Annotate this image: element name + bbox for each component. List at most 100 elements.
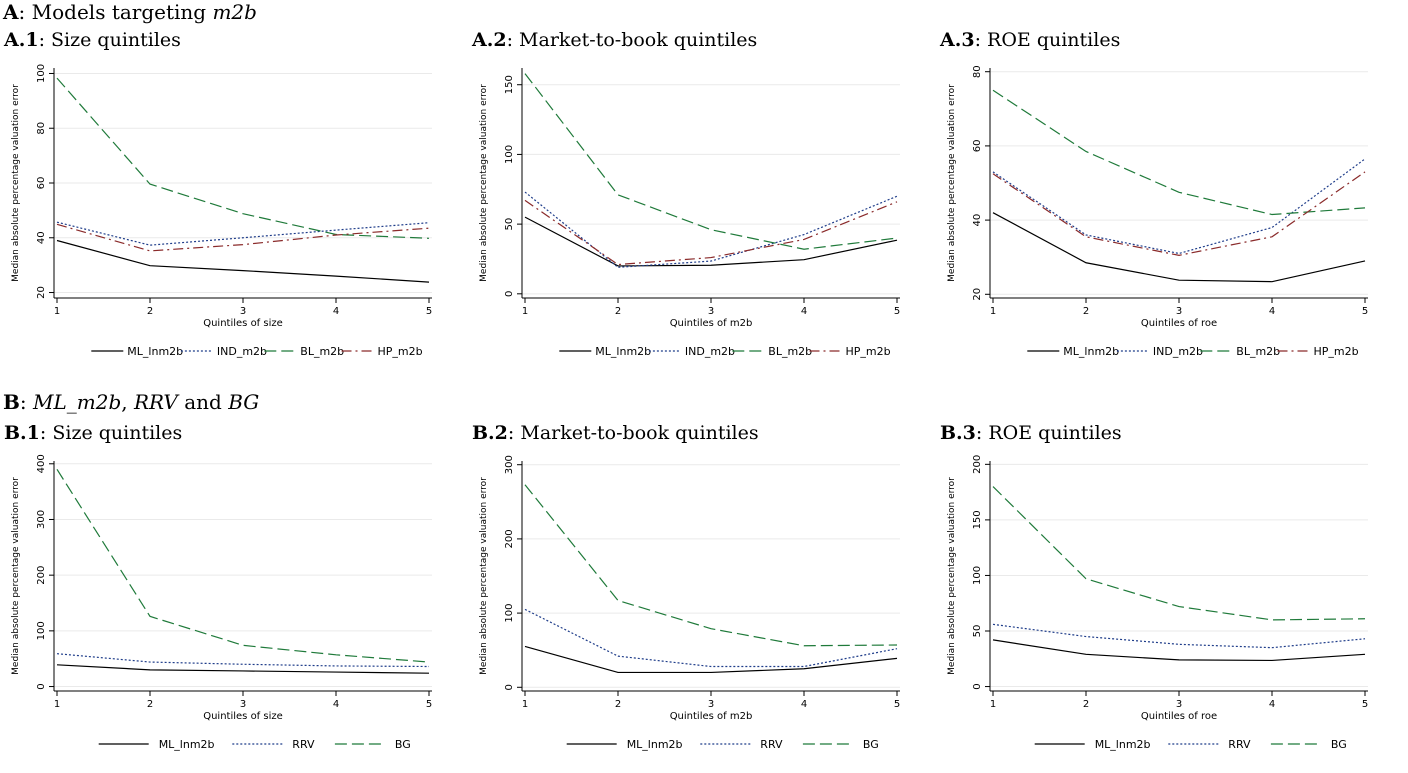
chart-b2-xtick-label-2: 3 bbox=[708, 699, 714, 710]
chart-b3-xtick-label-4: 5 bbox=[1362, 699, 1368, 710]
chart-b3-xtick-label-1: 2 bbox=[1083, 699, 1089, 710]
chart-a2-x-axis-label: Quintiles of m2b bbox=[670, 318, 753, 329]
panel-title-b3: B.3: ROE quintiles bbox=[940, 422, 1122, 444]
chart-a3-ytick-label-3: 80 bbox=[972, 65, 983, 78]
chart-a2-ytick-label-1: 50 bbox=[504, 218, 515, 231]
chart-a2: 0 50 100 150 1 2 3 4 5 Quintiles of m2b Median abs… bbox=[470, 60, 938, 370]
chart-a3-x-axis-label: Quintiles of roe bbox=[1141, 318, 1217, 329]
chart-a3-y-axis-label: Median absolute percentage valuation err… bbox=[947, 84, 957, 282]
panel-title-a3: A.3: ROE quintiles bbox=[940, 29, 1121, 51]
chart-a1-ytick-label-1: 40 bbox=[36, 231, 47, 244]
chart-a1-series-ind-m2b bbox=[56, 221, 430, 246]
chart-a3-xtick-label-3: 4 bbox=[1269, 306, 1275, 317]
chart-b2-legend-label-rrv: RRV bbox=[760, 738, 783, 751]
chart-b3-x-axis-label: Quintiles of roe bbox=[1141, 711, 1217, 722]
chart-b1-xtick-label-2: 3 bbox=[240, 699, 246, 710]
chart-a2-legend-label-hp-m2b: HP_m2b bbox=[846, 345, 891, 358]
chart-b2-xtick-label-1: 2 bbox=[615, 699, 621, 710]
chart-a1-ytick-label-3: 80 bbox=[36, 122, 47, 135]
chart-a3-ytick-label-1: 40 bbox=[972, 214, 983, 227]
chart-b3-y-axis-label: Median absolute percentage valuation err… bbox=[947, 477, 957, 675]
chart-b2-ytick-label-1: 100 bbox=[504, 604, 515, 623]
chart-a2-ytick-label-2: 100 bbox=[504, 145, 515, 164]
chart-a1-series-bl-m2b bbox=[56, 77, 430, 239]
chart-a2-series-ind-m2b bbox=[524, 191, 898, 268]
chart-b1-xtick-label-1: 2 bbox=[147, 699, 153, 710]
chart-b1-ytick-label-3: 300 bbox=[36, 510, 47, 529]
chart-a2-series-ml-lnm2b bbox=[524, 216, 898, 267]
panel-title-b2: B.2: Market-to-book quintiles bbox=[472, 422, 759, 444]
chart-a1-legend-label-ml-lnm2b: ML_lnm2b bbox=[127, 345, 183, 358]
chart-b3-legend-label-bg: BG bbox=[1331, 738, 1347, 751]
chart-b3-ytick-label-0: 0 bbox=[972, 683, 983, 689]
chart-b1-xtick-label-4: 5 bbox=[426, 699, 432, 710]
chart-b1-svg: 0 100 200 300 400 1 2 3 4 5 Quintiles of size Media… bbox=[11, 454, 432, 751]
chart-b3-xtick-label-3: 4 bbox=[1269, 699, 1275, 710]
chart-b1: 0 100 200 300 400 1 2 3 4 5 Quintiles of size Media… bbox=[2, 453, 470, 763]
chart-b1-ytick-label-1: 100 bbox=[36, 621, 47, 640]
chart-a2-series-bl-m2b bbox=[524, 73, 898, 250]
chart-a1-xtick-label-3: 4 bbox=[333, 306, 339, 317]
chart-a1: 20 40 60 80 100 1 2 3 4 5 Quintiles of size Median … bbox=[2, 60, 470, 370]
panel-title-a2: A.2: Market-to-book quintiles bbox=[472, 29, 758, 51]
chart-a1-series-hp-m2b bbox=[56, 223, 430, 252]
chart-a2-xtick-label-2: 3 bbox=[708, 306, 714, 317]
chart-b3-xtick-label-0: 1 bbox=[990, 699, 996, 710]
chart-a1-y-axis-label: Median absolute percentage valuation err… bbox=[11, 84, 21, 282]
chart-a2-ytick-label-3: 150 bbox=[504, 75, 515, 94]
chart-a1-xtick-label-1: 2 bbox=[147, 306, 153, 317]
chart-a2-xtick-label-0: 1 bbox=[522, 306, 528, 317]
chart-b2-svg: 0 100 200 300 1 2 3 4 5 Quintiles of m2b Median ab… bbox=[479, 455, 900, 751]
chart-b1-legend-label-ml-lnm2b: ML_lnm2b bbox=[159, 738, 215, 751]
chart-a3-legend-label-ind-m2b: IND_m2b bbox=[1153, 345, 1203, 358]
chart-b2: 0 100 200 300 1 2 3 4 5 Quintiles of m2b Median ab… bbox=[470, 453, 938, 763]
chart-b1-ytick-label-4: 400 bbox=[36, 454, 47, 473]
chart-b3: 0 50 100 150 200 1 2 3 4 5 Quintiles of roe Median … bbox=[938, 453, 1406, 763]
section-a-title: A: Models targeting m2b bbox=[3, 0, 257, 24]
chart-a1-ytick-label-2: 60 bbox=[36, 177, 47, 190]
chart-b2-ytick-label-2: 200 bbox=[504, 529, 515, 548]
chart-a2-xtick-label-1: 2 bbox=[615, 306, 621, 317]
chart-b1-xtick-label-0: 1 bbox=[54, 699, 60, 710]
chart-b2-series-ml-lnm2b bbox=[524, 645, 898, 674]
chart-a3-series-bl-m2b bbox=[992, 89, 1366, 216]
chart-b1-ytick-label-2: 200 bbox=[36, 566, 47, 585]
chart-a3-ytick-label-2: 60 bbox=[972, 140, 983, 153]
chart-b1-series-bg bbox=[56, 469, 430, 663]
chart-b1-legend-label-rrv: RRV bbox=[292, 738, 315, 751]
section-b-title: B: ML_m2b, RRV and BG bbox=[3, 390, 260, 414]
chart-a2-legend-label-bl-m2b: BL_m2b bbox=[768, 345, 812, 358]
chart-b1-series-ml-lnm2b bbox=[56, 664, 430, 674]
chart-b2-series-rrv bbox=[524, 608, 898, 668]
chart-a1-xtick-label-0: 1 bbox=[54, 306, 60, 317]
chart-a2-ytick-label-0: 0 bbox=[504, 291, 515, 297]
chart-b3-ytick-label-4: 200 bbox=[972, 455, 983, 474]
chart-a2-legend-label-ml-lnm2b: ML_lnm2b bbox=[595, 345, 651, 358]
panel-title-a1: A.1: Size quintiles bbox=[4, 29, 181, 51]
chart-b2-xtick-label-4: 5 bbox=[894, 699, 900, 710]
chart-b2-ytick-label-3: 300 bbox=[504, 455, 515, 474]
chart-b2-y-axis-label: Median absolute percentage valuation err… bbox=[479, 477, 489, 675]
chart-b3-legend-label-ml-lnm2b: ML_lnm2b bbox=[1095, 738, 1151, 751]
chart-a1-ytick-label-4: 100 bbox=[36, 64, 47, 83]
chart-b1-series-rrv bbox=[56, 653, 430, 668]
chart-a3: 20 40 60 80 1 2 3 4 5 Quintiles of roe Median abso… bbox=[938, 60, 1406, 370]
chart-a1-legend-label-ind-m2b: IND_m2b bbox=[217, 345, 267, 358]
chart-b3-ytick-label-2: 100 bbox=[972, 566, 983, 585]
chart-b2-ytick-label-0: 0 bbox=[504, 684, 515, 690]
chart-a3-xtick-label-2: 3 bbox=[1176, 306, 1182, 317]
chart-a1-legend-label-bl-m2b: BL_m2b bbox=[300, 345, 344, 358]
panel-title-b1: B.1: Size quintiles bbox=[4, 422, 183, 444]
chart-a1-legend-label-hp-m2b: HP_m2b bbox=[378, 345, 423, 358]
chart-b2-xtick-label-3: 4 bbox=[801, 699, 807, 710]
chart-a2-svg: 0 50 100 150 1 2 3 4 5 Quintiles of m2b Median abs… bbox=[479, 68, 900, 358]
chart-a3-series-ind-m2b bbox=[992, 158, 1366, 255]
chart-a3-legend-label-ml-lnm2b: ML_lnm2b bbox=[1063, 345, 1119, 358]
chart-b2-legend-label-bg: BG bbox=[863, 738, 879, 751]
chart-b1-xtick-label-3: 4 bbox=[333, 699, 339, 710]
chart-a1-xtick-label-4: 5 bbox=[426, 306, 432, 317]
chart-b3-ytick-label-3: 150 bbox=[972, 510, 983, 529]
chart-a3-ytick-label-0: 20 bbox=[972, 288, 983, 301]
chart-b1-legend-label-bg: BG bbox=[395, 738, 411, 751]
chart-b3-series-bg bbox=[992, 486, 1366, 621]
